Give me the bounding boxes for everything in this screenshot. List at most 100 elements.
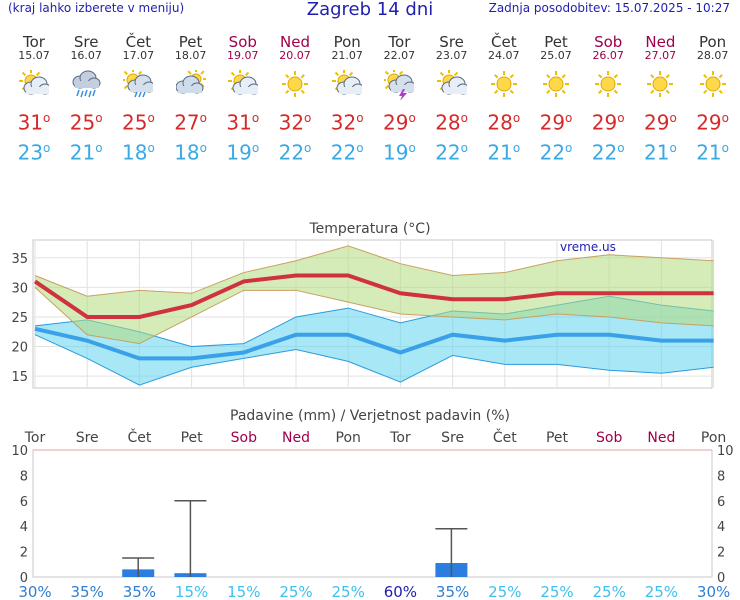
min-temp: 18o [121,140,155,165]
rain-cloud-icon [71,70,101,100]
max-temp-range-lower [34,286,714,345]
day-date: 24.07 [488,49,520,62]
day-label: Pet [181,430,204,446]
y-tick-label-right: 4 [717,520,725,535]
day-date: 18.07 [174,49,207,62]
day-date: 27.07 [644,49,677,62]
max-temp: 32o [278,110,312,135]
y-tick-label-left: 0 [20,571,28,586]
day-date: 26.07 [592,49,624,62]
day-date: 16.07 [70,49,102,62]
sunny-icon [280,70,310,100]
max-temp: 29o [643,110,677,135]
day-date: 25.07 [540,49,572,62]
day-name: Ned [280,33,310,51]
precipitation-chart-title: Padavine (mm) / Verjetnost padavin (%) [230,408,510,424]
day-column: Ned 20.07 32o 22o [269,34,321,165]
precipitation-probability: 30% [18,583,51,600]
day-column: Tor 22.07 29o 19o [373,34,425,165]
day-date: 22.07 [383,49,416,62]
day-label: Tor [24,430,46,446]
y-tick-label: 30 [11,281,28,296]
precipitation-probability: 15% [175,583,208,600]
y-tick-label: 35 [11,252,28,267]
day-label: Sre [441,430,464,446]
day-label: Čet [493,428,517,446]
max-temp: 29o [696,110,729,135]
sunny-icon [593,70,623,100]
precipitation-probability: 35% [71,583,104,600]
temperature-chart: Temperatura (°C) 15 20 25 30 35 vreme.us [11,221,715,389]
day-column: Ned 27.07 29o 21o [634,34,686,165]
y-tick-label: 25 [11,311,28,326]
day-label: Pon [336,430,361,446]
day-label: Tor [389,430,411,446]
day-date: 23.07 [435,49,468,62]
precipitation-probability: 35% [436,583,469,600]
sun-rain-icon [121,68,156,100]
day-name: Sob [228,33,257,51]
day-date: 15.07 [18,49,50,62]
day-name: Čet [491,33,517,51]
day-column: Sre 16.07 25o 21o [60,34,112,165]
precipitation-probability: 25% [279,583,312,600]
precipitation-chart: Padavine (mm) / Verjetnost padavin (%) To… [11,408,734,600]
max-temp: 25o [121,110,155,135]
day-date: 20.07 [279,49,311,62]
day-name: Sre [73,33,99,51]
y-tick-label-right: 2 [717,546,725,561]
precipitation-probability: 60% [384,583,417,600]
precipitation-probability: 25% [488,583,521,600]
thunderstorm-icon [382,68,417,101]
sunny-icon [489,70,519,100]
min-temp-line [34,326,714,361]
max-temp: 31o [17,110,51,135]
precipitation-probability: 30% [697,583,730,600]
partly-sunny-icon [19,69,52,100]
day-label: Sre [76,430,99,446]
day-name: Sob [594,33,623,51]
precipitation-probability: 25% [540,583,573,600]
min-temp: 22o [591,140,625,165]
min-temp: 18o [174,140,207,165]
max-temp-range-upper [34,245,714,297]
day-date: 19.07 [227,49,259,62]
min-temp: 22o [435,140,468,165]
location-menu-hint[interactable]: (kraj lahko izberete v meniju) [8,1,185,15]
day-label: Pet [546,430,569,446]
y-tick-label-right: 10 [717,444,734,459]
min-temp: 22o [330,140,364,165]
day-column: Čet 17.07 25o 18o [112,34,164,165]
y-tick-label-right: 0 [717,571,725,586]
y-tick-label-right: 6 [717,495,725,510]
partly-sunny-icon [436,69,470,100]
y-tick-label-left: 6 [20,495,28,510]
watermark: vreme.us [560,240,616,254]
partly-sunny-icon [332,69,365,100]
y-tick-label-left: 8 [20,469,28,484]
day-label: Čet [127,428,151,446]
day-name: Čet [125,33,152,51]
max-temp: 27o [174,110,207,135]
temperature-chart-title: Temperatura (°C) [308,221,430,237]
min-temp-range-lower [34,334,714,386]
max-temp: 32o [330,110,364,135]
day-column: Pon 21.07 32o 22o [321,34,373,165]
day-column: Tor 15.07 31o 23o [8,34,60,165]
max-temp: 29o [539,110,573,135]
day-date: 28.07 [696,49,729,62]
y-tick-label: 15 [11,370,28,385]
day-date: 17.07 [122,49,155,62]
day-date: 21.07 [331,49,363,62]
y-tick-label-right: 8 [717,469,725,484]
min-temp: 21o [69,140,103,165]
day-column: Pet 25.07 29o 22o [530,34,582,165]
sunny-icon [541,70,571,100]
day-column: Sob 26.07 29o 22o [582,34,634,165]
day-column: Čet 24.07 28o 21o [478,34,530,165]
precipitation-probability: 25% [593,583,626,600]
last-update: Zadnja posodobitev: 15.07.2025 - 10:27 [488,1,730,15]
max-temp: 29o [591,110,625,135]
sunny-icon [645,70,675,100]
y-tick-label-left: 10 [11,444,28,459]
